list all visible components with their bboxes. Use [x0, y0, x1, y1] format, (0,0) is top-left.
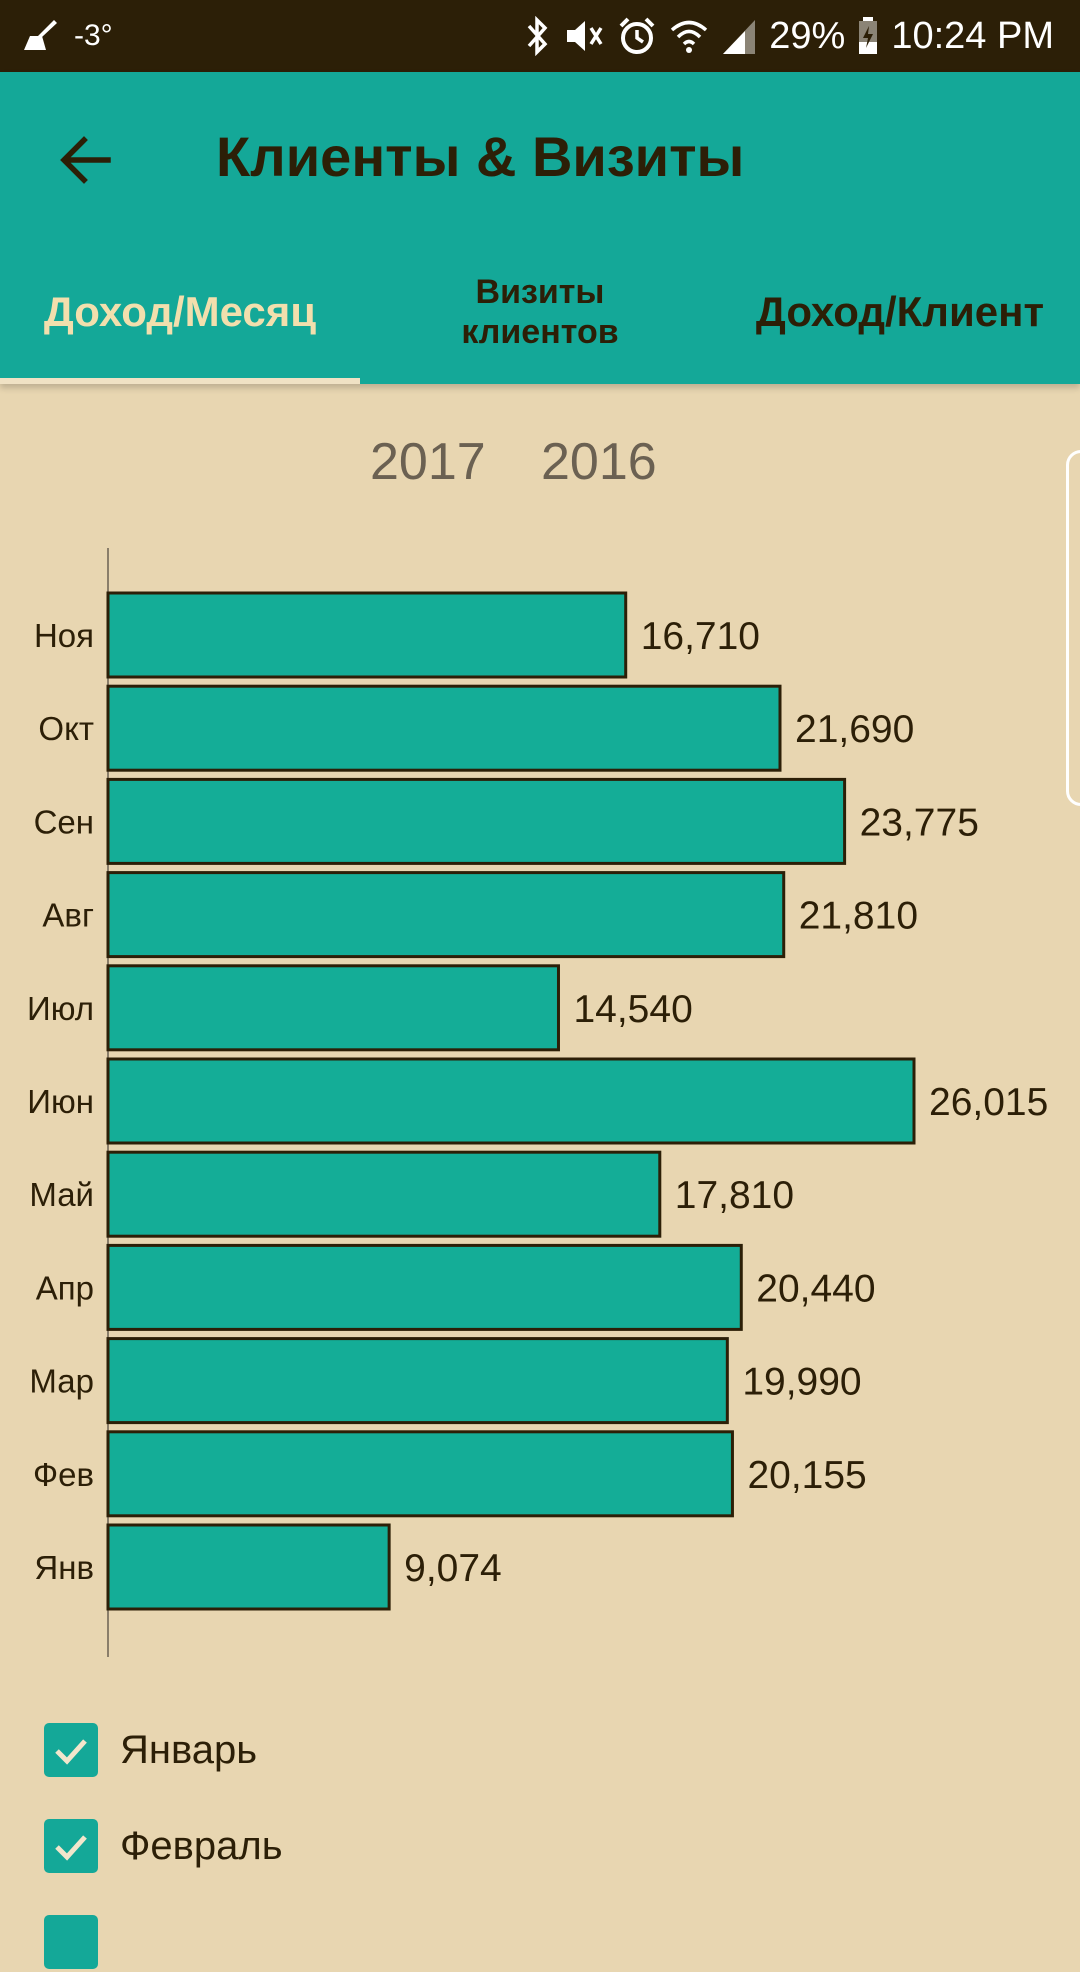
bar-6 — [106, 1057, 916, 1145]
bar-9 — [106, 1337, 729, 1425]
category-label: Мар — [29, 1363, 94, 1400]
year-selector: 2017 2016 — [0, 432, 1080, 512]
check-icon — [55, 1835, 87, 1861]
value-label: 23,775 — [860, 801, 979, 844]
category-label: Май — [29, 1176, 94, 1213]
value-label: 26,015 — [929, 1081, 1048, 1124]
page-title: Клиенты & Визиты — [216, 125, 745, 188]
alarm-icon — [617, 16, 657, 56]
checkbox[interactable] — [44, 1915, 98, 1969]
tab-client-visits[interactable]: Визиты клиентов — [461, 273, 619, 351]
category-label: Июн — [27, 1083, 94, 1120]
app-bar: Клиенты & Визиты Доход/Месяц Визиты клие… — [0, 72, 1080, 384]
month-checkbox-row[interactable]: Январь — [44, 1720, 644, 1780]
category-label: Авг — [42, 897, 94, 934]
temperature: -3° — [74, 19, 113, 52]
year-option[interactable]: 2016 — [541, 433, 657, 491]
bar-5 — [106, 964, 560, 1052]
bluetooth-icon — [523, 16, 551, 56]
value-label: 17,810 — [675, 1174, 794, 1217]
checkbox[interactable] — [44, 1723, 98, 1777]
bar-1 — [106, 591, 628, 679]
tab-income-client[interactable]: Доход/Клиент — [755, 288, 1045, 335]
bar-4 — [106, 871, 786, 959]
bar-8 — [106, 1243, 743, 1331]
checkbox[interactable] — [44, 1819, 98, 1873]
bar-10 — [106, 1430, 734, 1518]
broom-icon — [20, 16, 60, 56]
tab-bar: Доход/Месяц Визиты клиентов Доход/Клиент — [0, 240, 1080, 384]
month-label: Январь — [120, 1727, 258, 1772]
income-bar-chart: Ноя 16,710 Окт 21,690 Сен 23,775 Авг 21,810 Июл 1… — [27, 548, 1048, 1657]
signal-icon — [721, 16, 757, 56]
value-label: 19,990 — [742, 1361, 861, 1404]
wifi-icon — [669, 16, 709, 56]
tab-indicator — [0, 378, 360, 384]
month-label: Февраль — [120, 1823, 283, 1868]
mute-icon — [563, 16, 605, 56]
battery-percent: 29% — [769, 14, 846, 57]
status-bar: -3° 29% 10:24 PM — [0, 0, 1080, 72]
value-label: 20,155 — [747, 1454, 866, 1497]
value-label: 9,074 — [404, 1547, 502, 1590]
clock: 10:24 PM — [891, 14, 1054, 57]
month-checkbox-row[interactable] — [44, 1912, 644, 1972]
category-label: Июл — [27, 990, 94, 1027]
category-label: Сен — [34, 803, 94, 840]
value-label: 14,540 — [573, 988, 692, 1031]
battery-icon — [857, 16, 879, 56]
back-button[interactable] — [54, 128, 118, 192]
category-label: Ноя — [34, 617, 94, 654]
check-icon — [55, 1739, 87, 1765]
category-label: Апр — [36, 1269, 94, 1306]
category-label: Фев — [33, 1456, 94, 1493]
category-label: Окт — [38, 710, 94, 747]
value-label: 16,710 — [641, 615, 760, 658]
bar-3 — [106, 777, 847, 865]
bar-11 — [106, 1523, 391, 1611]
month-checkbox-row[interactable]: Февраль — [44, 1816, 644, 1876]
bar-7 — [106, 1150, 662, 1238]
value-label: 21,810 — [799, 895, 918, 938]
category-label: Янв — [34, 1549, 94, 1586]
tab-income-month[interactable]: Доход/Месяц — [43, 288, 317, 335]
bar-2 — [106, 684, 782, 772]
value-label: 21,690 — [795, 708, 914, 751]
arrow-back-icon — [60, 136, 111, 184]
value-label: 20,440 — [756, 1267, 875, 1310]
year-option[interactable]: 2017 — [370, 433, 486, 491]
